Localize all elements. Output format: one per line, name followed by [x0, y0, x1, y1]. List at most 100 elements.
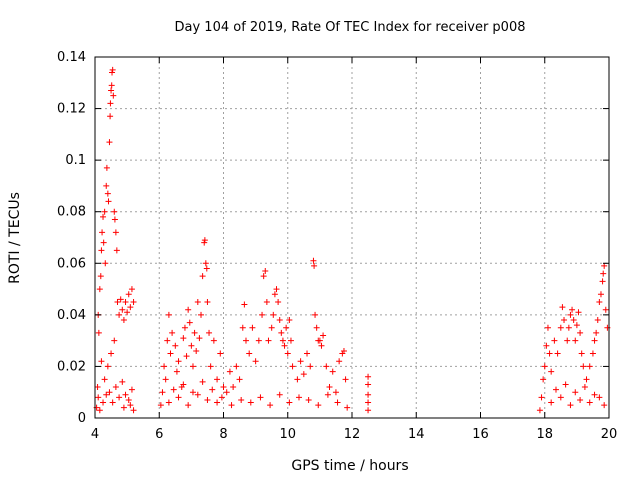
data-point	[557, 394, 564, 401]
data-point	[546, 350, 553, 357]
data-point	[297, 358, 304, 365]
data-point	[105, 198, 112, 205]
data-point	[101, 208, 108, 215]
x-tick-label: 10	[279, 427, 296, 442]
data-point	[344, 404, 351, 411]
data-point	[276, 317, 283, 324]
data-point	[548, 368, 555, 375]
data-point	[236, 376, 243, 383]
x-tick-label: 14	[408, 427, 425, 442]
y-tick-label: 0.12	[57, 102, 86, 117]
data-point	[180, 381, 187, 388]
data-point	[591, 337, 598, 344]
data-point	[570, 317, 577, 324]
data-point	[573, 322, 580, 329]
data-point	[265, 337, 272, 344]
data-point	[365, 399, 372, 406]
data-point	[318, 342, 325, 349]
data-point	[130, 407, 137, 414]
data-point	[304, 350, 311, 357]
data-point	[564, 337, 571, 344]
y-tick-label: 0.1	[65, 153, 86, 168]
data-point	[544, 324, 551, 331]
data-point	[159, 389, 166, 396]
data-point	[326, 384, 333, 391]
data-point	[100, 213, 107, 220]
data-point	[342, 376, 349, 383]
data-point	[112, 384, 119, 391]
data-point	[596, 298, 603, 305]
data-point	[252, 358, 259, 365]
data-point	[329, 368, 336, 375]
data-point	[110, 92, 117, 99]
data-point	[96, 407, 103, 414]
data-point	[332, 389, 339, 396]
data-point	[286, 399, 293, 406]
data-point	[196, 335, 203, 342]
data-point	[538, 394, 545, 401]
data-point	[194, 298, 201, 305]
data-point	[117, 296, 124, 303]
data-point	[97, 273, 104, 280]
data-point	[223, 389, 230, 396]
data-point	[185, 306, 192, 313]
data-point	[130, 298, 137, 305]
data-point	[198, 311, 205, 318]
data-point	[365, 391, 372, 398]
data-point	[119, 378, 126, 385]
data-point	[596, 394, 603, 401]
data-point	[107, 100, 114, 107]
data-point	[96, 286, 103, 293]
data-point	[601, 402, 608, 409]
data-point	[365, 407, 372, 414]
data-point	[128, 386, 135, 393]
data-point	[567, 402, 574, 409]
y-tick-label: 0.08	[57, 205, 86, 220]
data-point	[202, 260, 209, 267]
x-axis: 4 6 8 10 12 14 16 18 20	[91, 57, 617, 442]
data-point	[270, 311, 277, 318]
data-points	[93, 66, 611, 414]
data-point	[594, 317, 601, 324]
data-point	[127, 304, 134, 311]
data-point	[191, 329, 198, 336]
data-point	[239, 324, 246, 331]
data-point	[259, 311, 266, 318]
data-point	[175, 358, 182, 365]
data-point	[124, 309, 131, 316]
data-point	[114, 298, 121, 305]
data-point	[214, 399, 221, 406]
data-point	[565, 324, 572, 331]
data-point	[562, 381, 569, 388]
data-point	[189, 389, 196, 396]
data-point	[189, 363, 196, 370]
data-point	[593, 329, 600, 336]
data-point	[602, 306, 609, 313]
data-point	[559, 304, 566, 311]
data-point	[601, 262, 608, 269]
data-point	[100, 399, 107, 406]
data-point	[260, 273, 267, 280]
data-point	[287, 337, 294, 344]
data-point	[122, 391, 129, 398]
data-point	[173, 368, 180, 375]
data-point	[100, 239, 107, 246]
data-point	[575, 309, 582, 316]
y-tick-label: 0	[78, 411, 86, 426]
data-point	[206, 329, 213, 336]
data-point	[194, 391, 201, 398]
data-point	[262, 268, 269, 275]
y-tick-label: 0.02	[57, 359, 86, 374]
data-point	[313, 324, 320, 331]
data-point	[557, 324, 564, 331]
data-point	[228, 402, 235, 409]
data-point	[169, 329, 176, 336]
data-point	[577, 396, 584, 403]
data-point	[300, 371, 307, 378]
data-point	[180, 335, 187, 342]
data-point	[185, 402, 192, 409]
data-point	[95, 329, 102, 336]
data-point	[104, 363, 111, 370]
data-point	[315, 402, 322, 409]
data-point	[99, 229, 106, 236]
